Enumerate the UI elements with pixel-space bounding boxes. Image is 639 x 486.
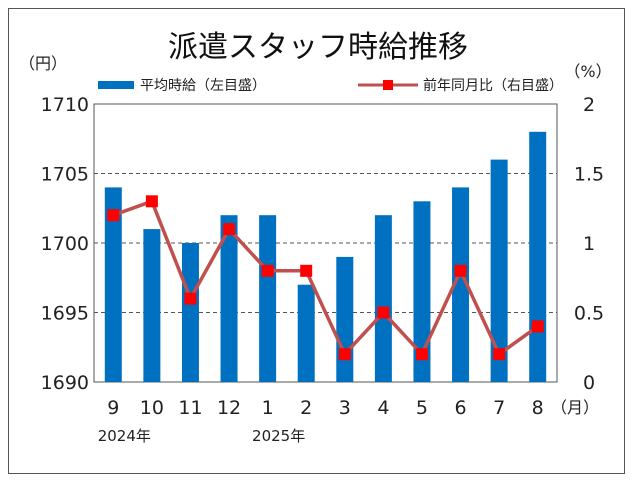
x-tick-label: 12	[217, 397, 241, 419]
x-tick-label: 5	[416, 397, 428, 419]
x-tick-label: 2	[300, 397, 312, 419]
legend-bar-swatch	[98, 81, 134, 89]
line-marker	[531, 320, 544, 333]
right-axis-unit: （%）	[564, 62, 611, 81]
x-tick-label: 9	[107, 397, 119, 419]
x-axis-unit: （月）	[551, 398, 599, 417]
right-tick-label: 0	[583, 372, 595, 394]
left-tick-label: 1700	[41, 233, 89, 255]
right-tick-label: 1	[583, 233, 595, 255]
line-marker	[261, 264, 274, 277]
line-marker	[454, 264, 467, 277]
year-label: 2024年	[98, 427, 151, 445]
bar	[220, 215, 238, 382]
line-marker	[377, 306, 390, 319]
x-tick-label: 7	[493, 397, 505, 419]
bar	[104, 187, 122, 382]
x-tick-label: 6	[454, 397, 466, 419]
line-marker	[338, 348, 351, 361]
legend-line-marker	[383, 80, 393, 90]
bar	[143, 229, 161, 382]
plot-border	[93, 103, 558, 383]
left-tick-label: 1705	[41, 164, 89, 186]
line-marker	[184, 292, 197, 305]
legend: 平均時給（左目盛） 前年同月比（右目盛）	[98, 77, 563, 94]
bar	[259, 215, 277, 382]
year-label: 2025年	[252, 427, 305, 445]
x-tick-label: 8	[532, 397, 544, 419]
x-tick-label: 11	[178, 397, 202, 419]
left-axis-unit: （円）	[19, 54, 67, 73]
bar	[297, 284, 315, 382]
chart-title: 派遣スタッフ時給推移	[168, 30, 468, 65]
line-marker	[415, 348, 428, 361]
bar	[490, 159, 508, 382]
legend-line-label: 前年同月比（右目盛）	[423, 77, 563, 94]
x-tick-label: 10	[140, 397, 164, 419]
line-marker	[107, 209, 120, 222]
line-marker	[223, 223, 236, 236]
bar	[181, 243, 199, 382]
bar	[336, 256, 354, 382]
x-tick-label: 3	[339, 397, 351, 419]
bar	[374, 215, 392, 382]
bar	[529, 131, 547, 382]
legend-bar-label: 平均時給（左目盛）	[140, 78, 266, 94]
x-tick-label: 1	[262, 397, 274, 419]
left-tick-label: 1690	[41, 372, 89, 394]
right-tick-label: 2	[583, 94, 595, 116]
bar	[452, 187, 470, 382]
line-marker	[300, 264, 313, 277]
x-tick-label: 4	[377, 397, 389, 419]
right-tick-label: 1.5	[574, 164, 604, 186]
left-tick-label: 1710	[41, 94, 89, 116]
left-tick-label: 1695	[41, 303, 89, 325]
right-tick-label: 0.5	[574, 303, 604, 325]
bar	[413, 201, 431, 382]
line-marker	[145, 195, 158, 208]
yoy-line	[112, 199, 539, 356]
line-marker	[493, 348, 506, 361]
